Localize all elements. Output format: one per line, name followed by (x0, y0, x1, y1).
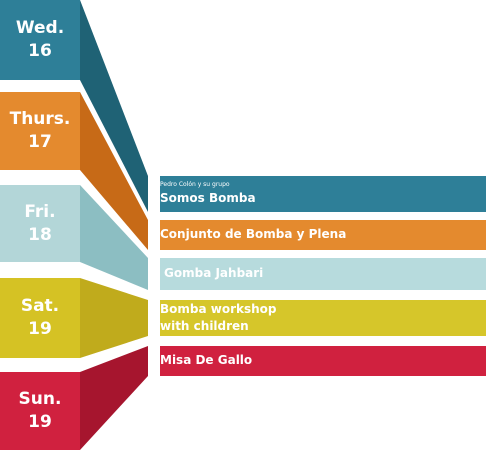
event-title: Bomba workshop with children (160, 301, 277, 333)
day-block-fri: Fri. 18 (0, 185, 80, 262)
event-bar-somos-bomba: Pedro Colón y su grupo Somos Bomba (160, 176, 486, 212)
ribbon-connector-sun (80, 346, 148, 450)
day-block-sun: Sun. 19 (0, 372, 80, 450)
event-bar-conjunto: Conjunto de Bomba y Plena (160, 220, 486, 250)
day-name: Wed. (15, 18, 65, 39)
event-title: Somos Bomba (160, 190, 256, 205)
event-bar-misa-de-gallo: Misa De Gallo (160, 346, 486, 376)
day-name: Fri. (24, 201, 56, 222)
event-title: Conjunto de Bomba y Plena (160, 227, 347, 242)
day-name: Sun. (18, 389, 62, 410)
day-date: 19 (28, 319, 52, 339)
event-title: Gomba Jahbari (164, 266, 264, 281)
day-date: 19 (28, 412, 52, 432)
ribbon-connector-sat (80, 278, 148, 358)
day-block-sat: Sat. 19 (0, 278, 80, 358)
day-name: Sat. (20, 296, 60, 317)
event-bar-bomba-workshop: Bomba workshop with children (160, 300, 486, 336)
ribbon-connector-wed (80, 0, 148, 212)
ribbon-connector-fri (80, 185, 148, 290)
event-bar-gomba-jahbari: Gomba Jahbari (160, 258, 486, 290)
event-title: Misa De Gallo (160, 353, 253, 368)
day-date: 16 (28, 41, 52, 61)
day-date: 17 (28, 132, 52, 152)
day-date: 18 (28, 224, 52, 245)
event-subtitle: Pedro Colón y su grupo (160, 180, 230, 188)
day-name: Thurs. (9, 109, 71, 130)
day-block-wed: Wed. 16 (0, 0, 80, 80)
ribbon-connector-thurs (80, 92, 148, 250)
day-block-thurs: Thurs. 17 (0, 92, 80, 170)
